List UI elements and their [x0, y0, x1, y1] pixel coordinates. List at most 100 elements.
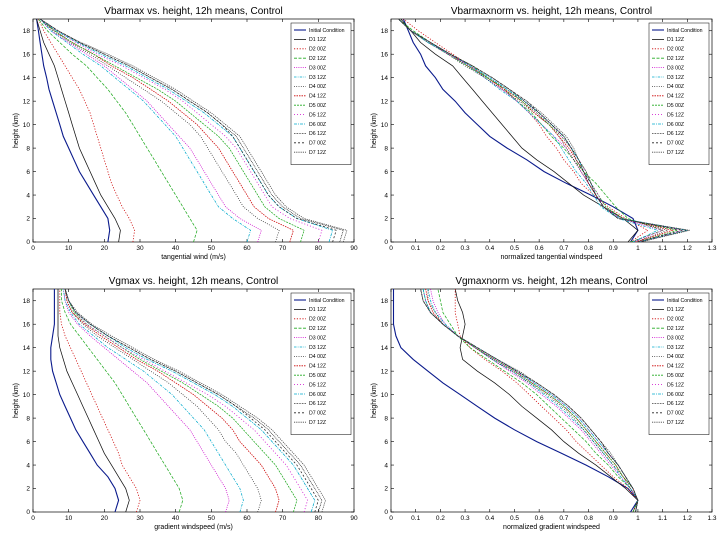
x-tick-label: 1.2: [683, 245, 692, 252]
series-line-d3-00z: [39, 19, 262, 242]
chart-title: Vgmaxnorm vs. height, 12h means, Control: [455, 276, 647, 287]
y-tick-label: 18: [23, 28, 31, 35]
legend-label: D6 00Z: [667, 392, 684, 398]
chart-panel-vbarmax: Vbarmax vs. height, 12h means, Control 0 1…: [5, 2, 358, 264]
series-line-initial-condition: [402, 19, 639, 242]
chart-vgmax: Vgmax vs. height, 12h means, Control 0 10 2…: [13, 276, 358, 531]
series-line-d5-00z: [39, 19, 305, 242]
x-tick-label: 0.7: [559, 515, 568, 522]
x-tick-label: 0.2: [436, 515, 445, 522]
legend-label: D7 12Z: [667, 150, 684, 156]
series-line-d7-12z: [64, 289, 326, 512]
y-axis-label: height (km): [13, 113, 20, 148]
chart-panel-vgmaxnorm: Vgmaxnorm vs. height, 12h means, Control…: [363, 272, 717, 534]
legend-label: D7 12Z: [309, 150, 326, 156]
series-line-d2-12z: [38, 19, 198, 242]
series-line-d2-12z: [398, 19, 664, 242]
series-line-d7-00z: [64, 289, 319, 512]
y-tick-label: 2: [384, 216, 388, 223]
series-line-d2-00z: [38, 19, 135, 242]
y-tick-label: 16: [23, 321, 31, 328]
x-tick-label: 30: [136, 515, 144, 522]
legend-label: D5 00Z: [309, 103, 326, 109]
x-tick-label: 0.5: [510, 515, 519, 522]
series-line-d3-12z: [427, 289, 639, 512]
x-tick-label: 0.2: [436, 245, 445, 252]
x-tick-label: 0.3: [461, 515, 470, 522]
legend-label: D4 00Z: [667, 84, 684, 90]
series-line-d1-12z: [454, 289, 639, 512]
y-tick-label: 18: [381, 28, 389, 35]
y-tick-label: 12: [381, 98, 389, 105]
legend-label: D3 00Z: [667, 65, 684, 71]
y-tick-label: 12: [23, 98, 31, 105]
y-tick-label: 10: [23, 392, 31, 399]
x-tick-label: 0.7: [559, 245, 568, 252]
chart-vbarmaxnorm: Vbarmaxnorm vs. height, 12h means, Contr…: [371, 6, 717, 261]
x-axis-label: gradient windspeed (m/s): [154, 524, 233, 531]
y-tick-label: 12: [23, 368, 31, 375]
x-tick-label: 70: [279, 515, 287, 522]
x-tick-label: 0: [389, 245, 393, 252]
y-tick-label: 14: [381, 75, 389, 82]
x-tick-label: 40: [172, 515, 180, 522]
x-tick-label: 0.6: [535, 515, 544, 522]
y-tick-label: 6: [384, 169, 388, 176]
y-axis-label: height (km): [13, 383, 20, 418]
x-tick-label: 0.5: [510, 245, 519, 252]
x-tick-label: 1: [636, 515, 640, 522]
y-tick-label: 2: [384, 486, 388, 493]
y-tick-label: 6: [26, 439, 30, 446]
series-line-d5-12z: [39, 19, 323, 242]
legend-label: D4 00Z: [309, 84, 326, 90]
legend-label: D1 12Z: [667, 37, 684, 43]
x-tick-label: 50: [208, 515, 216, 522]
legend-label: D6 12Z: [309, 131, 326, 137]
legend-label: Initial Condition: [309, 298, 345, 304]
x-tick-label: 1.1: [658, 515, 667, 522]
x-tick-label: 70: [279, 245, 287, 252]
legend-label: D2 00Z: [309, 47, 326, 53]
x-tick-label: 60: [243, 245, 251, 252]
legend-label: D3 12Z: [667, 75, 684, 81]
series-line-d1-12z: [57, 289, 130, 512]
series-line-d6-00z: [64, 289, 316, 512]
x-tick-label: 0.4: [485, 245, 494, 252]
chart-vgmaxnorm: Vgmaxnorm vs. height, 12h means, Control…: [371, 276, 717, 531]
y-axis-label: height (km): [371, 383, 378, 418]
y-tick-label: 6: [26, 169, 30, 176]
series-line-d2-12z: [61, 289, 184, 512]
x-tick-label: 0.6: [535, 245, 544, 252]
series-line-initial-condition: [50, 289, 120, 512]
y-tick-label: 2: [26, 486, 30, 493]
legend-label: D5 00Z: [667, 373, 684, 379]
legend-label: D4 00Z: [667, 354, 684, 360]
legend-label: D2 12Z: [667, 326, 684, 332]
legend-label: Initial Condition: [667, 28, 703, 34]
legend-label: D6 00Z: [309, 392, 326, 398]
x-axis-label: tangential wind (m/s): [161, 254, 226, 261]
legend-label: D3 12Z: [667, 345, 684, 351]
series-line-d3-00z: [62, 289, 230, 512]
series-line-d4-00z: [39, 19, 280, 242]
y-tick-label: 16: [381, 51, 389, 58]
y-tick-label: 14: [381, 345, 389, 352]
chart-title: Vbarmaxnorm vs. height, 12h means, Contr…: [451, 6, 652, 17]
y-tick-label: 16: [381, 321, 389, 328]
y-tick-label: 4: [384, 192, 388, 199]
y-tick-label: 18: [23, 298, 31, 305]
legend-label: D5 00Z: [667, 103, 684, 109]
series-line-d7-00z: [398, 19, 683, 242]
series-line-d6-00z: [398, 19, 688, 242]
legend-label: D3 00Z: [309, 335, 326, 341]
y-tick-label: 2: [26, 216, 30, 223]
x-tick-label: 0.8: [584, 245, 593, 252]
y-tick-label: 0: [26, 509, 30, 516]
chart-panel-vgmax: Vgmax vs. height, 12h means, Control 0 10 2…: [5, 272, 358, 534]
legend-label: D2 00Z: [309, 317, 326, 323]
legend-label: D4 12Z: [667, 364, 684, 370]
y-tick-label: 4: [384, 462, 388, 469]
legend-label: D2 00Z: [667, 317, 684, 323]
x-tick-label: 0.9: [609, 245, 618, 252]
x-tick-label: 20: [101, 245, 109, 252]
